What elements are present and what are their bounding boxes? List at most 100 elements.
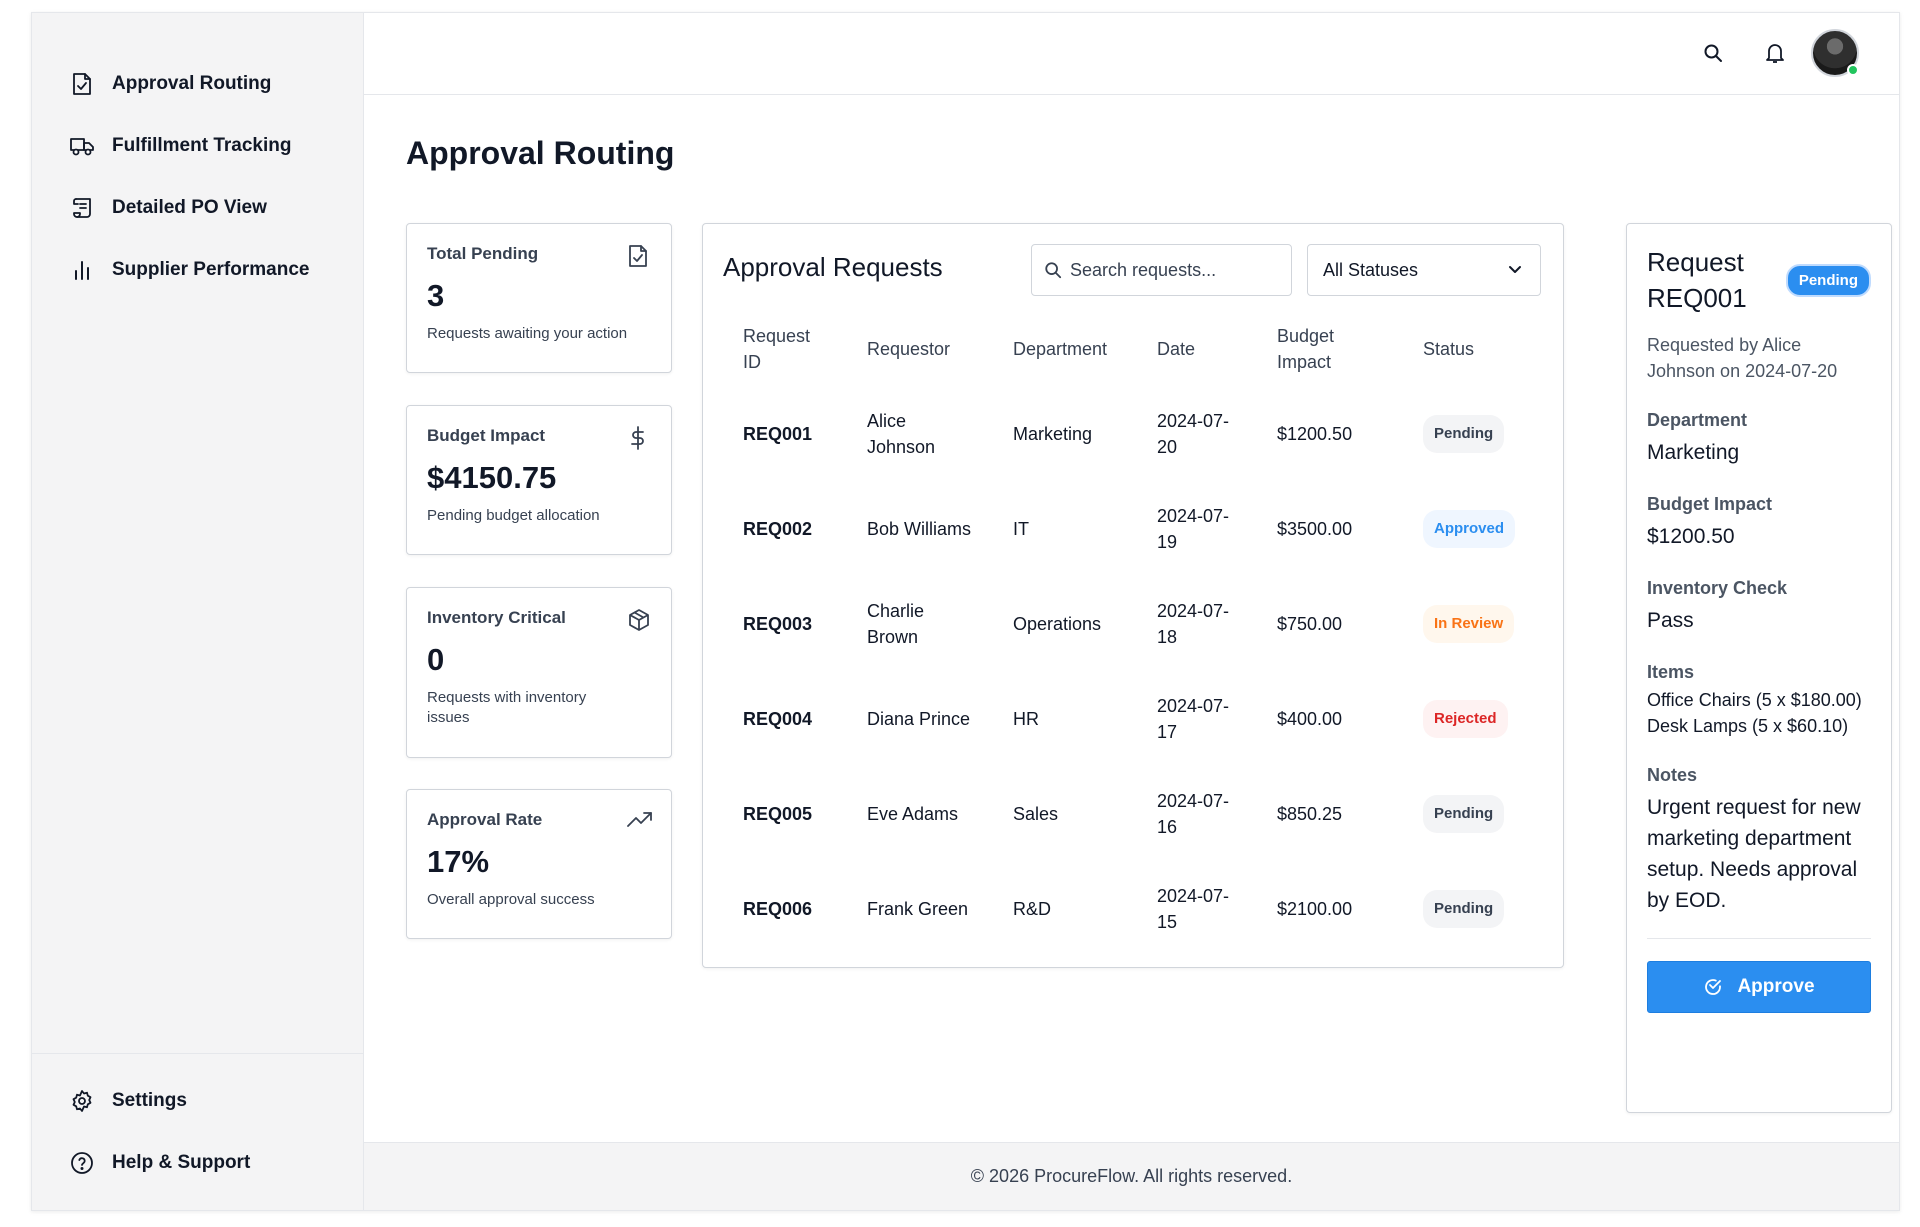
sidebar: Approval Routing Fulfillment Tracking De… (32, 13, 364, 1210)
approve-button[interactable]: Approve (1647, 961, 1871, 1013)
cell-date: 2024-07-15 (1157, 885, 1230, 932)
table-row[interactable]: REQ002 Bob Williams IT 2024-07-19 $3500.… (723, 481, 1545, 576)
cell-status: Approved (1403, 481, 1545, 576)
cell-budget: $2100.00 (1277, 898, 1353, 919)
approval-requests-panel: Approval Requests All Statuses Request I… (702, 223, 1564, 968)
status-badge: Pending (1423, 794, 1505, 833)
detail-item: Desk Lamps (5 x $60.10) (1647, 716, 1849, 736)
sidebar-item-detailed-po-view[interactable]: Detailed PO View (32, 177, 363, 239)
cell-request-id: REQ006 (743, 898, 813, 919)
stat-card-approval-rate: Approval Rate 17% Overall approval succe… (406, 789, 672, 939)
detail-inventory: Pass (1647, 609, 1694, 632)
column-header-status: Status (1423, 339, 1475, 359)
detail-label: Notes (1647, 765, 1698, 785)
table-row[interactable]: REQ001 Alice Johnson Marketing 2024-07-2… (723, 386, 1545, 481)
table-row[interactable]: REQ005 Eve Adams Sales 2024-07-16 $850.2… (723, 766, 1545, 861)
sidebar-item-label: Approval Routing (112, 73, 272, 94)
cell-requestor: Alice Johnson (867, 410, 936, 457)
search-input[interactable] (1070, 259, 1280, 281)
cell-department: R&D (1013, 898, 1052, 919)
request-detail-panel: Request REQ001 Pending Requested by Alic… (1626, 223, 1892, 1113)
file-check-icon (69, 71, 95, 97)
sidebar-item-fulfillment-tracking[interactable]: Fulfillment Tracking (32, 115, 363, 177)
dollar-icon (627, 426, 651, 450)
cell-budget: $3500.00 (1277, 518, 1353, 539)
cell-requestor: Charlie Brown (867, 600, 925, 647)
detail-notes: Urgent request for new marketing departm… (1647, 796, 1861, 912)
approval-requests-title: Approval Requests (723, 252, 943, 282)
status-badge: Pending (1423, 414, 1505, 453)
search-button[interactable] (1696, 36, 1730, 70)
stat-value: 3 (427, 278, 445, 313)
detail-item: Office Chairs (5 x $180.00) (1647, 690, 1862, 710)
chevron-down-icon (1509, 266, 1521, 273)
cell-requestor: Frank Green (867, 898, 969, 919)
table-row[interactable]: REQ003 Charlie Brown Operations 2024-07-… (723, 576, 1545, 671)
status-badge: Rejected (1423, 699, 1508, 738)
stat-title: Approval Rate (427, 810, 543, 829)
cell-status: Pending (1403, 861, 1545, 956)
bar-chart-icon (69, 257, 95, 283)
column-header-date: Date (1157, 339, 1196, 359)
stat-description: Requests awaiting your action (427, 325, 628, 342)
sidebar-nav: Approval Routing Fulfillment Tracking De… (32, 53, 363, 301)
cell-department: Sales (1013, 803, 1059, 824)
cell-status: Pending (1403, 386, 1545, 481)
cell-budget: $850.25 (1277, 803, 1343, 824)
detail-budget: $1200.50 (1647, 525, 1735, 548)
search-box[interactable] (1031, 244, 1292, 296)
gear-icon (69, 1088, 95, 1114)
notifications-button[interactable] (1758, 36, 1792, 70)
footer-text: © 2026 ProcureFlow. All rights reserved. (970, 1166, 1293, 1186)
sidebar-item-label: Settings (112, 1090, 187, 1111)
cell-request-id: REQ005 (743, 803, 813, 824)
stat-title: Inventory Critical (427, 608, 566, 627)
status-badge: In Review (1423, 604, 1515, 643)
cell-date: 2024-07-16 (1157, 790, 1230, 837)
cell-requestor: Eve Adams (867, 803, 959, 824)
detail-title: Request REQ001 (1647, 247, 1747, 313)
sidebar-item-approval-routing[interactable]: Approval Routing (32, 53, 363, 115)
top-header (364, 13, 1899, 95)
cell-date: 2024-07-20 (1157, 410, 1230, 457)
page-title: Approval Routing (406, 135, 675, 171)
column-header-budget-impact: Budget Impact (1277, 326, 1335, 372)
status-badge: Approved (1423, 509, 1516, 548)
cell-date: 2024-07-17 (1157, 695, 1230, 742)
sidebar-item-settings[interactable]: Settings (32, 1070, 363, 1132)
cell-request-id: REQ004 (743, 708, 813, 729)
cell-status: In Review (1403, 576, 1545, 671)
bell-icon (1766, 44, 1784, 63)
trending-up-icon (627, 810, 652, 834)
table-row[interactable]: REQ004 Diana Prince HR 2024-07-17 $400.0… (723, 671, 1545, 766)
status-filter-select[interactable]: All Statuses (1307, 244, 1541, 296)
avatar[interactable] (1811, 29, 1859, 77)
column-header-department: Department (1013, 339, 1108, 359)
cell-department: Operations (1013, 613, 1102, 634)
table-row[interactable]: REQ006 Frank Green R&D 2024-07-15 $2100.… (723, 861, 1545, 956)
status-badge: Pending (1423, 889, 1505, 928)
stat-value: 17% (427, 844, 490, 879)
detail-label: Department (1647, 410, 1748, 430)
stat-title: Budget Impact (427, 426, 546, 445)
stat-card-total-pending: Total Pending 3 Requests awaiting your a… (406, 223, 672, 373)
online-status-dot (1847, 64, 1859, 76)
stat-title: Total Pending (427, 244, 539, 263)
help-circle-icon (69, 1150, 95, 1176)
cell-budget: $400.00 (1277, 708, 1343, 729)
file-check-icon (627, 244, 651, 268)
cell-requestor: Diana Prince (867, 708, 971, 729)
search-icon (1704, 44, 1722, 62)
detail-subtitle: Requested by Alice Johnson on 2024-07-20 (1647, 335, 1838, 381)
requests-table: Request ID Requestor Department Date Bud… (723, 312, 1545, 956)
cell-budget: $750.00 (1277, 613, 1343, 634)
cell-status: Pending (1403, 766, 1545, 861)
cell-request-id: REQ001 (743, 423, 813, 444)
cell-date: 2024-07-19 (1157, 505, 1230, 552)
cell-requestor: Bob Williams (867, 518, 972, 539)
stat-value: $4150.75 (427, 460, 557, 495)
cell-department: IT (1013, 518, 1029, 539)
sidebar-item-supplier-performance[interactable]: Supplier Performance (32, 239, 363, 301)
stat-card-budget-impact: Budget Impact $4150.75 Pending budget al… (406, 405, 672, 555)
sidebar-item-help-support[interactable]: Help & Support (32, 1132, 363, 1194)
